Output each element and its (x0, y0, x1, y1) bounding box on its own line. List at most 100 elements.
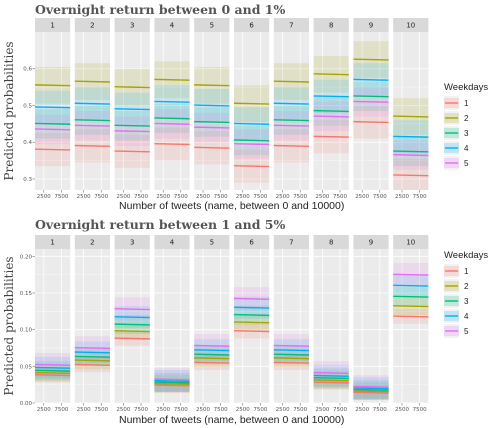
facet-strip (273, 18, 309, 32)
series-line (74, 346, 111, 350)
chart-title: Overnight return between 0 and 1% (35, 2, 286, 17)
legend-title: Weekdays (444, 250, 488, 261)
series-line (393, 273, 429, 276)
series-line (353, 388, 389, 391)
facet-strip (313, 18, 349, 32)
series-line (194, 349, 230, 352)
x-tick-label: 2500 (37, 407, 51, 413)
facet-panel-5: 5 2500 7500 (194, 235, 230, 413)
series-line (273, 344, 310, 347)
x-tick-label: 7500 (54, 407, 68, 413)
series-line (34, 363, 71, 366)
series-line (34, 122, 71, 125)
x-tick-label: 2500 (116, 407, 130, 413)
x-tick-label: 7500 (333, 407, 347, 413)
series-line (114, 337, 150, 340)
facet-strip (393, 18, 429, 32)
series-line (233, 297, 270, 300)
x-tick-label: 7500 (293, 194, 307, 200)
facet-strip-label: 10 (406, 22, 415, 30)
panel-background (114, 32, 150, 190)
panel-background (35, 32, 71, 190)
x-tick-label: 2500 (196, 407, 210, 413)
x-tick-label: 2500 (156, 407, 170, 413)
series-line (194, 120, 230, 124)
facet-strip (74, 235, 110, 249)
series-line (313, 381, 349, 384)
facet-panel-7: 7 2500 7500 (273, 18, 310, 200)
series-line (353, 120, 389, 124)
x-tick-label: 7500 (54, 194, 68, 200)
series-line (353, 391, 389, 394)
series-line (353, 390, 389, 393)
x-tick-label: 7500 (413, 407, 427, 413)
legend-label: 1 (464, 99, 469, 108)
series-line (233, 102, 270, 105)
y-tick-label: 0.00 (20, 401, 33, 407)
facet-strip (154, 235, 190, 249)
series-line (393, 284, 429, 287)
series-line (114, 323, 150, 326)
x-tick-label: 2500 (355, 194, 369, 200)
series-line (34, 106, 71, 109)
x-tick-label: 2500 (315, 194, 329, 200)
legend-label: 3 (464, 129, 469, 138)
facet-panel-3: 3 2500 7500 (114, 18, 150, 200)
x-tick-label: 2500 (276, 407, 290, 413)
series-line (233, 139, 270, 142)
series-line (313, 109, 349, 113)
x-tick-label: 2500 (395, 407, 409, 413)
y-tick-label: 0.20 (20, 254, 33, 260)
y-tick-label: 0.5 (23, 103, 32, 109)
y-tick-label: 0.3 (23, 177, 32, 183)
facet-strip-label: 3 (130, 239, 134, 247)
panel-background (154, 32, 190, 190)
x-tick-label: 7500 (373, 194, 387, 200)
series-line (114, 108, 150, 111)
x-tick-label: 2500 (196, 194, 210, 200)
x-tick-label: 2500 (355, 407, 369, 413)
facet-panel-10: 10 2500 7500 (393, 235, 429, 413)
chart-title: Overnight return between 1 and 5% (35, 217, 286, 232)
facet-panel-9: 9 2500 7500 (353, 18, 389, 200)
panel-background (353, 32, 389, 190)
series-line (393, 174, 429, 177)
facet-strip-label: 6 (249, 22, 254, 30)
facet-strip-label: 4 (170, 22, 175, 30)
series-line (353, 100, 389, 103)
series-line (233, 142, 270, 146)
facet-panel-4: 4 2500 7500 (154, 18, 190, 200)
panel-background (194, 32, 230, 190)
x-tick-label: 2500 (315, 407, 329, 413)
facet-strip-label: 8 (329, 22, 333, 30)
facet-panel-2: 2 2500 7500 (74, 235, 111, 413)
x-tick-label: 2500 (236, 194, 250, 200)
series-line (393, 295, 429, 298)
x-tick-label: 7500 (413, 194, 427, 200)
facet-strip (234, 18, 270, 32)
legend-label: 4 (464, 144, 469, 153)
series-line (393, 315, 429, 318)
facet-strip-label: 10 (406, 239, 415, 247)
facet-strip-label: 5 (210, 22, 214, 30)
facet-strip-label: 6 (249, 239, 254, 247)
series-line (233, 313, 270, 317)
series-line (233, 165, 270, 168)
x-tick-label: 2500 (156, 194, 170, 200)
series-line (393, 135, 429, 138)
series-line (393, 115, 429, 118)
x-tick-label: 7500 (134, 194, 148, 200)
series-line (273, 119, 310, 122)
legend-label: 3 (464, 297, 469, 306)
facet-strip (154, 18, 190, 32)
series-line (154, 381, 190, 384)
facet-panel-6: 6 2500 7500 (233, 18, 270, 200)
y-tick-label: 0.10 (20, 328, 33, 334)
facet-strip-label: 7 (289, 239, 293, 247)
facet-strip-label: 8 (329, 239, 333, 247)
series-line (74, 359, 111, 362)
facet-strip (393, 235, 429, 249)
series-line (393, 150, 429, 153)
legend-label: 4 (464, 312, 469, 321)
legend-title: Weekdays (444, 82, 488, 93)
